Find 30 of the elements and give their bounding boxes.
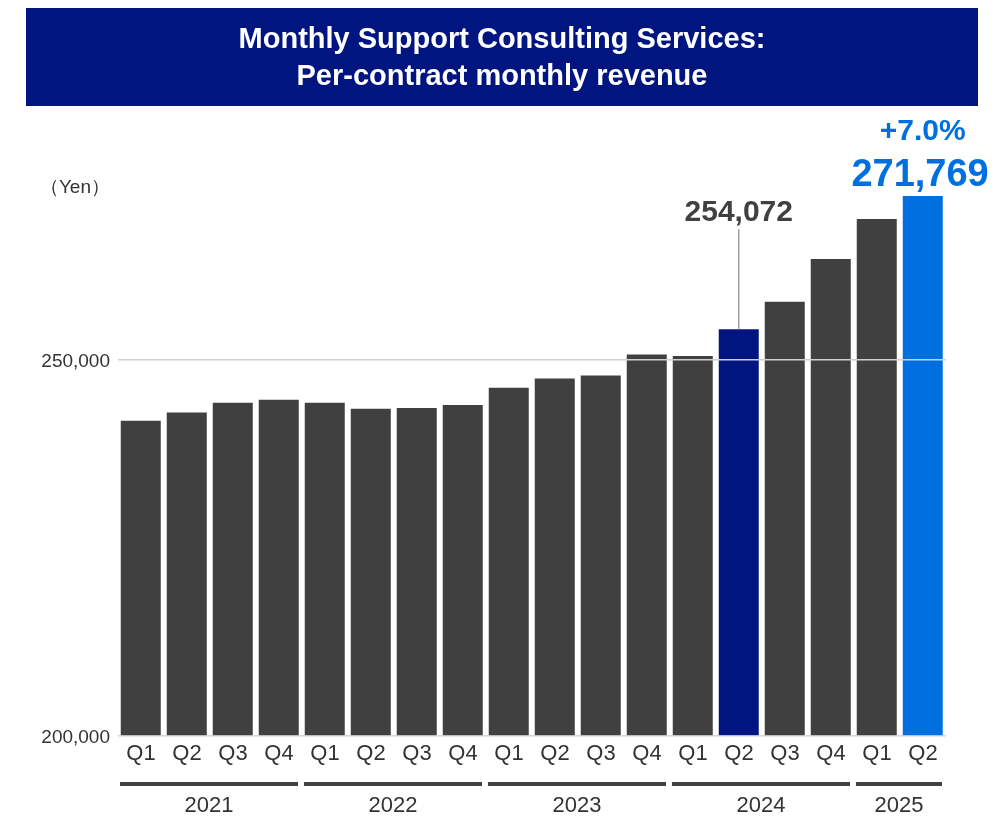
- x-tick-label: Q1: [678, 739, 708, 765]
- x-tick-label: Q3: [218, 739, 248, 765]
- text: 2022: [367, 792, 419, 818]
- x-tick-label: Q4: [632, 739, 662, 765]
- data-label: 271,769: [851, 152, 989, 194]
- text: 2023: [551, 792, 603, 818]
- x-tick-label: Q2: [724, 739, 754, 765]
- y-tick-label: 250,000: [41, 349, 110, 371]
- data-label: 254,072: [684, 194, 793, 228]
- x-tick-label: Q3: [770, 739, 800, 765]
- y-axis-title: （Yen）: [38, 175, 110, 199]
- text: 2024: [735, 792, 787, 818]
- x-tick-label: Q3: [586, 739, 616, 765]
- chart-title: Monthly Support Consulting Services: Per-contract monthly revenue: [26, 8, 978, 106]
- x-tick-label: Q2: [172, 739, 202, 765]
- x-tick-label: Q1: [126, 739, 156, 765]
- x-tick-label: Q2: [356, 739, 386, 765]
- text: 2025: [873, 792, 925, 818]
- text: 2021: [183, 792, 235, 818]
- x-tick-label: Q1: [862, 739, 892, 765]
- x-tick-label: Q3: [402, 739, 432, 765]
- x-tick-label: Q1: [494, 739, 524, 765]
- x-tick-label: Q4: [264, 739, 294, 765]
- y-tick-label: 200,000: [41, 725, 110, 747]
- x-tick-label: Q1: [310, 739, 340, 765]
- x-tick-label: Q4: [448, 739, 478, 765]
- x-tick-label: Q4: [816, 739, 846, 765]
- text: +7.0%: [879, 113, 966, 146]
- x-tick-label: Q2: [540, 739, 570, 765]
- x-tick-label: Q2: [908, 739, 938, 765]
